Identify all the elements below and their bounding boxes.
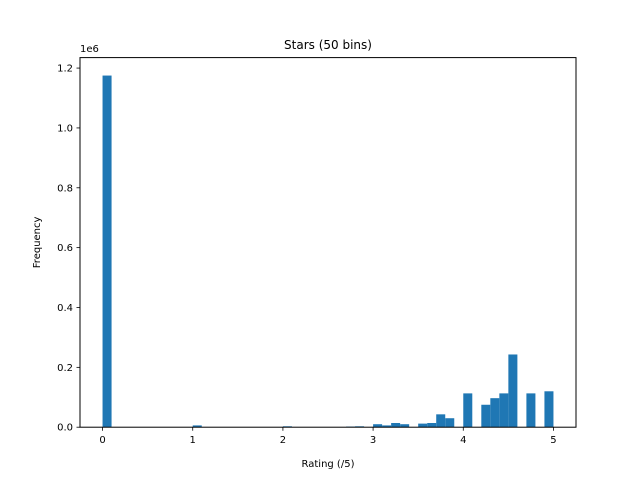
y-axis-label: Frequency <box>32 216 43 268</box>
histogram-bar <box>544 391 554 428</box>
histogram-bar <box>436 414 446 428</box>
plot-frame <box>79 57 577 428</box>
histogram-bar <box>373 424 383 428</box>
x-axis-ticks: 0 1 2 3 4 5 <box>99 427 557 446</box>
y-tick-label: 0.8 <box>57 183 73 194</box>
histogram-bar <box>481 404 491 428</box>
histogram-bar <box>418 423 428 428</box>
histogram-bar <box>427 423 437 428</box>
x-tick-label: 3 <box>370 435 376 446</box>
x-tick-label: 5 <box>550 435 556 446</box>
y-tick-label: 0.4 <box>57 303 73 314</box>
histogram-bar <box>382 425 392 428</box>
histogram-bar <box>192 425 202 428</box>
y-offset-label: 1e6 <box>80 44 99 55</box>
x-tick-label: 4 <box>460 435 466 446</box>
histogram-bar <box>499 393 509 428</box>
histogram-bar <box>102 75 112 428</box>
histogram-bar <box>490 398 500 428</box>
y-tick-label: 0.0 <box>57 423 73 434</box>
bars-group <box>102 75 554 428</box>
x-tick-label: 1 <box>190 435 196 446</box>
histogram-bar <box>400 424 410 428</box>
x-tick-label: 2 <box>280 435 286 446</box>
y-tick-label: 0.2 <box>57 363 73 374</box>
y-tick-label: 1.0 <box>57 123 73 134</box>
x-axis-label: Rating (/5) <box>302 459 355 470</box>
histogram-bar <box>391 423 401 428</box>
x-tick-label: 0 <box>99 435 105 446</box>
histogram-bar <box>445 418 455 428</box>
y-tick-label: 0.6 <box>57 243 73 254</box>
histogram-bar <box>508 354 518 428</box>
chart-title: Stars (50 bins) <box>284 38 372 52</box>
histogram-bar <box>463 393 473 428</box>
histogram-bar <box>526 393 536 428</box>
y-tick-label: 1.2 <box>57 64 73 75</box>
y-axis-ticks: 0.0 0.2 0.4 0.6 0.8 1.0 1.2 <box>57 64 80 434</box>
